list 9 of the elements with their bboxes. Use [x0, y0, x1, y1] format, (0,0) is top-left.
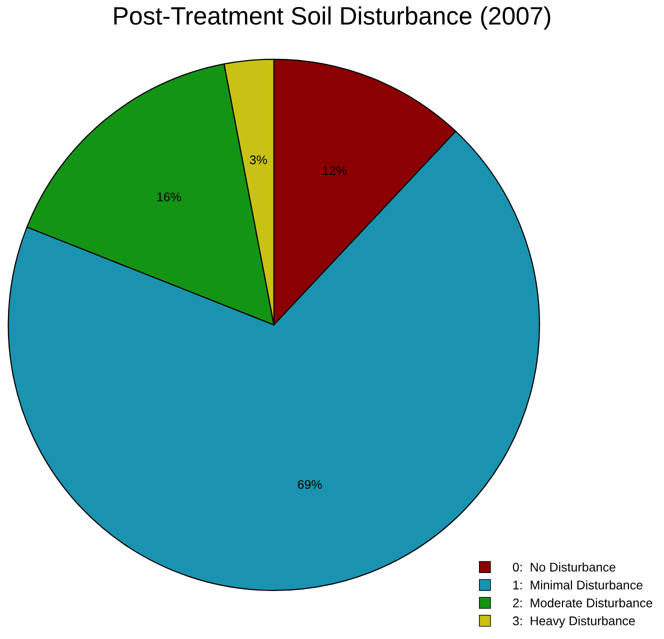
data-label: 3%: [250, 155, 267, 164]
legend-label: 2: Moderate Disturbance: [513, 598, 652, 608]
data-label: 16%: [157, 192, 181, 202]
data-label: 69%: [298, 480, 322, 489]
legend-label: 1: Minimal Disturbance: [513, 580, 642, 590]
chart-title: Post-Treatment Soil Disturbance (2007): [114, 6, 550, 30]
legend-label: 3: Heavy Disturbance: [512, 616, 635, 628]
legend-label: 0: No Disturbance: [512, 562, 616, 572]
data-label: 12%: [322, 166, 347, 176]
